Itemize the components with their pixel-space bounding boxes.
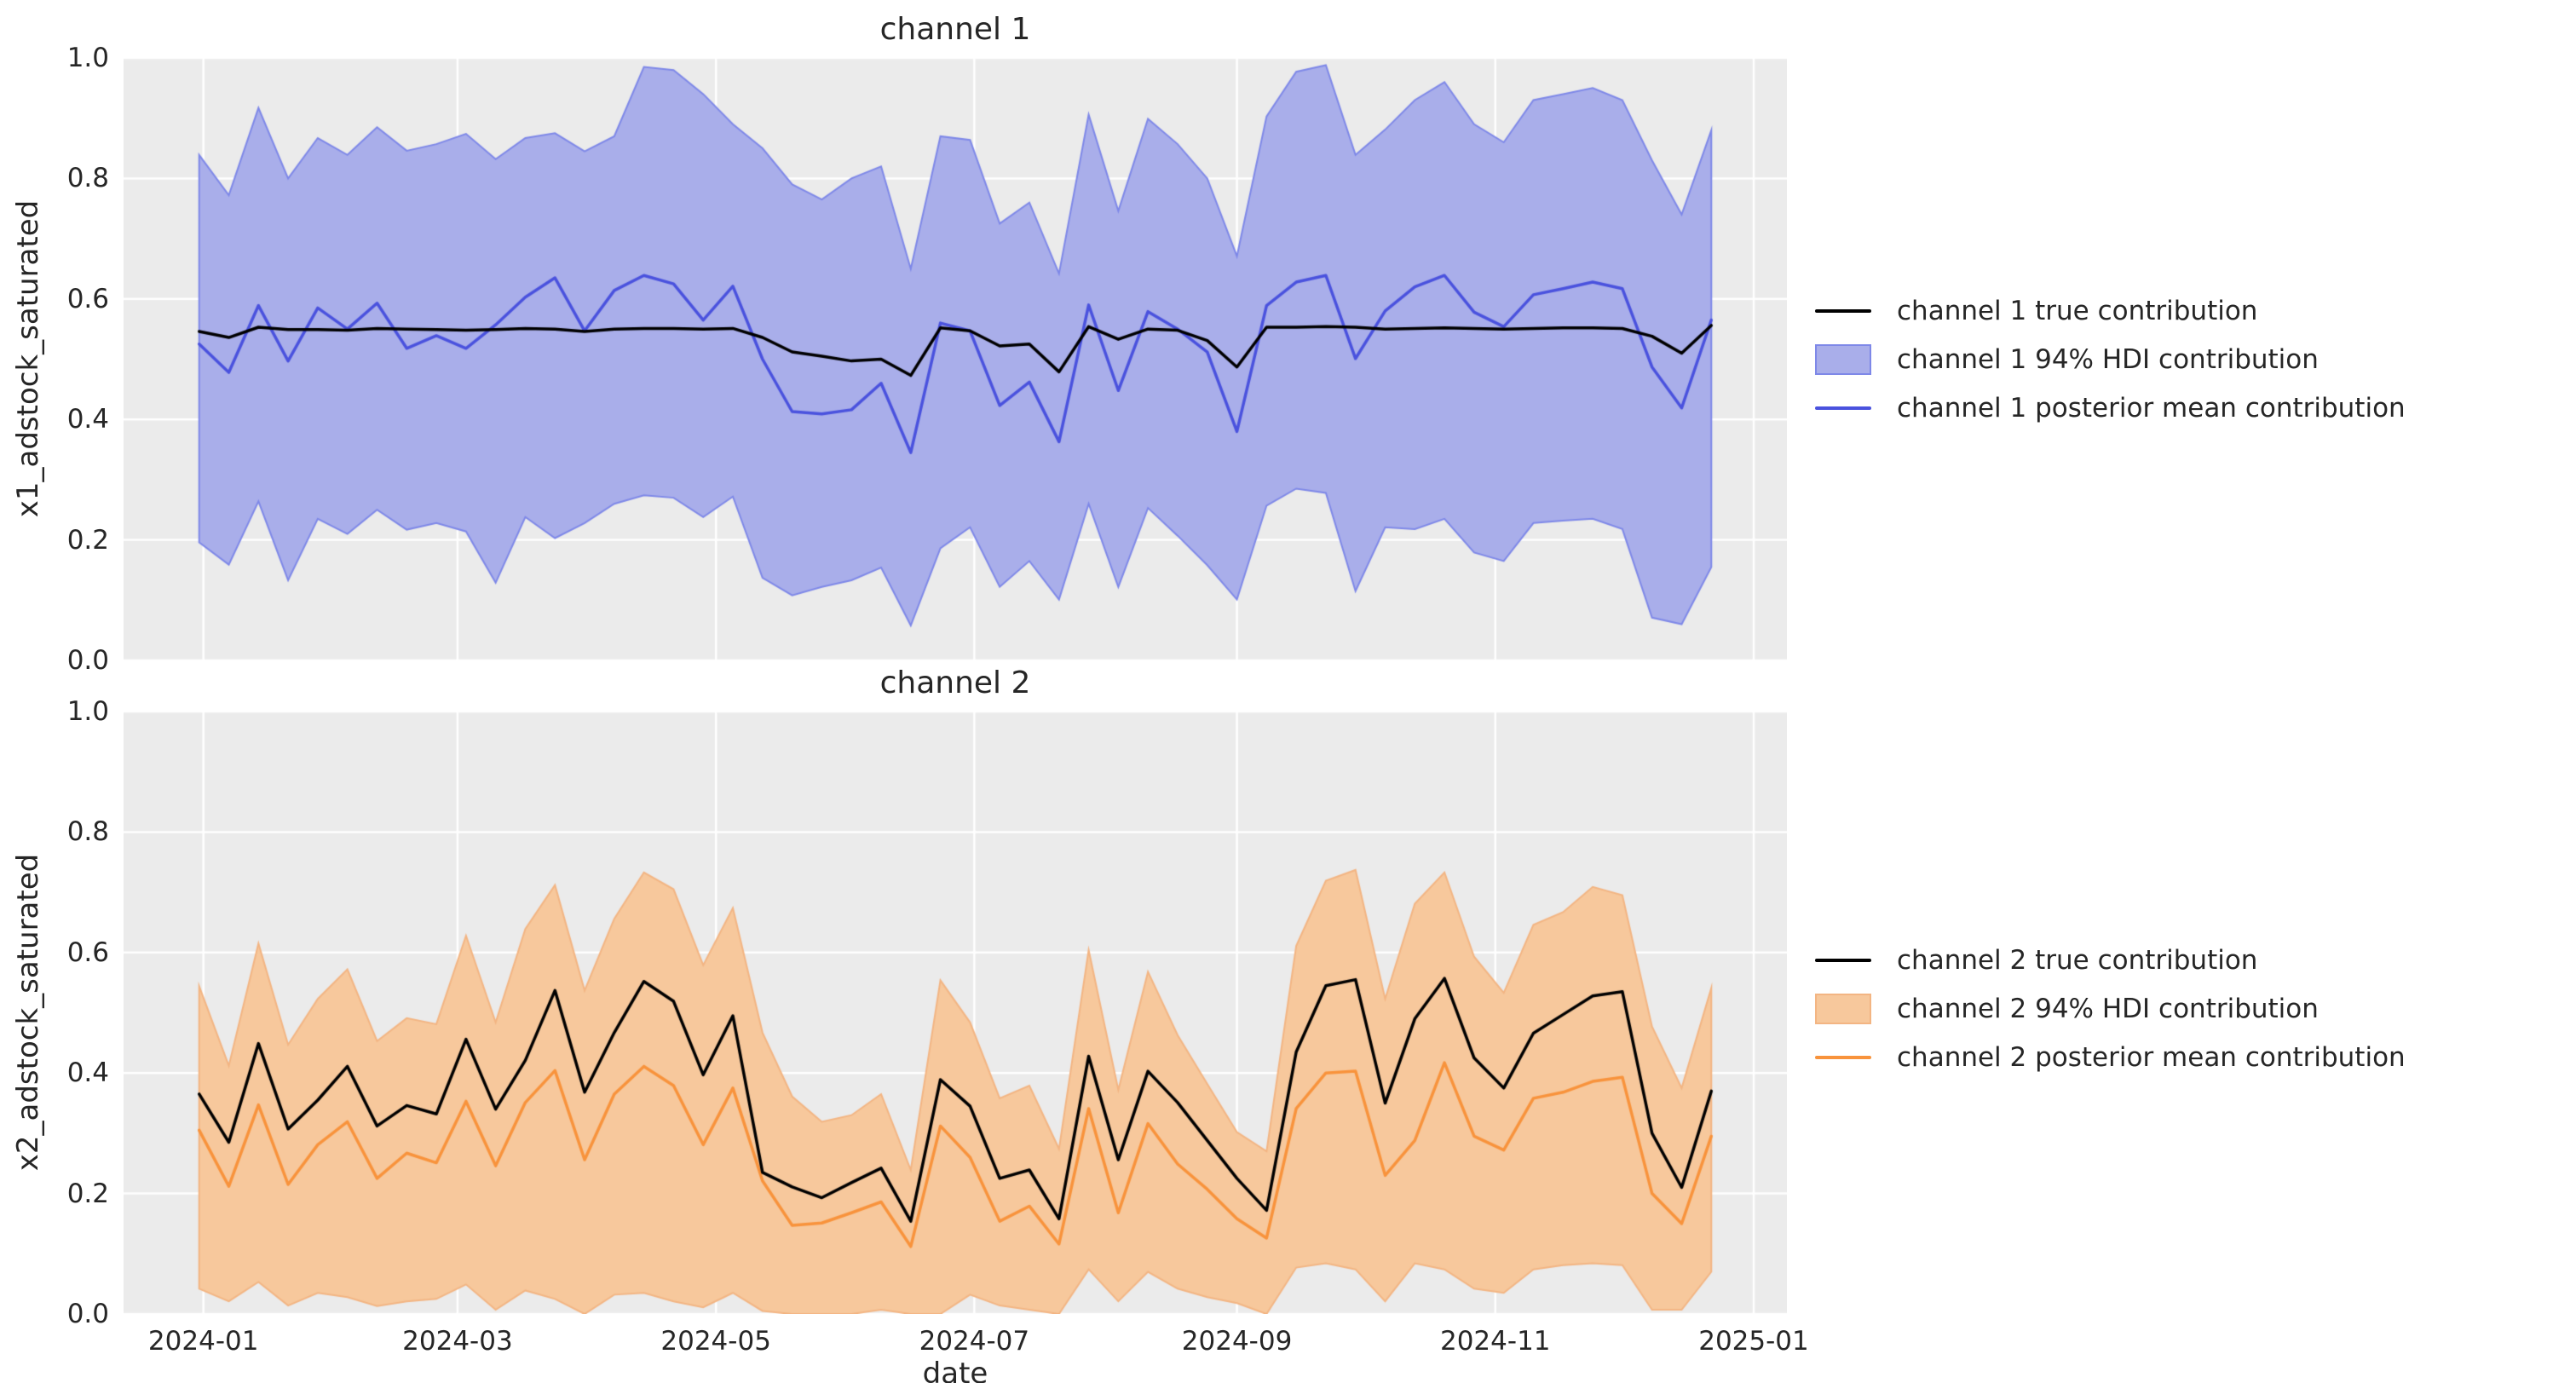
chart2-title: channel 2 — [879, 666, 1031, 700]
y-tick-label: 0.8 — [66, 163, 109, 194]
chart1-y-axis-label: x1_adstock_saturated — [11, 199, 45, 518]
y-tick-label: 0.4 — [66, 404, 109, 435]
posterior-mean-line-sample-icon — [1815, 406, 1871, 410]
legend-label: channel 1 94% HDI contribution — [1897, 343, 2319, 375]
chart1-plot-area — [124, 58, 1787, 660]
x-tick-label: 2024-01 — [147, 1326, 259, 1357]
y-tick-label: 1.0 — [66, 43, 109, 73]
x-tick-label: 2024-09 — [1181, 1326, 1293, 1357]
hdi-patch-sample-icon — [1815, 993, 1871, 1024]
chart1-legend: channel 1 true contribution channel 1 94… — [1815, 286, 2406, 432]
chart2-y-axis-label: x2_adstock_saturated — [11, 853, 45, 1172]
chart1-title: channel 1 — [879, 12, 1031, 47]
legend-label: channel 2 true contribution — [1897, 944, 2258, 976]
true-line-sample-icon — [1815, 308, 1871, 313]
y-tick-label: 0.4 — [66, 1057, 109, 1089]
y-tick-label: 0.6 — [66, 283, 109, 314]
legend-label: channel 1 true contribution — [1897, 295, 2258, 326]
posterior-mean-line-sample-icon — [1815, 1055, 1871, 1059]
legend-item: channel 2 posterior mean contribution — [1815, 1033, 2406, 1081]
legend-item: channel 2 94% HDI contribution — [1815, 984, 2406, 1033]
x-axis-label: date — [922, 1357, 988, 1383]
chart2-legend: channel 2 true contribution channel 2 94… — [1815, 936, 2406, 1081]
x-tick-label: 2024-05 — [660, 1326, 771, 1357]
x-tick-label: 2025-01 — [1698, 1326, 1809, 1357]
y-tick-label: 0.0 — [66, 645, 109, 676]
y-tick-label: 0.6 — [66, 936, 109, 968]
legend-item: channel 1 posterior mean contribution — [1815, 383, 2406, 432]
legend-label: channel 2 94% HDI contribution — [1897, 993, 2319, 1024]
legend-label: channel 2 posterior mean contribution — [1897, 1041, 2406, 1073]
y-tick-label: 1.0 — [66, 696, 109, 727]
x-tick-label: 2024-11 — [1439, 1326, 1551, 1357]
legend-label: channel 1 posterior mean contribution — [1897, 392, 2406, 424]
x-tick-label: 2024-07 — [919, 1326, 1030, 1357]
y-tick-label: 0.8 — [66, 816, 109, 848]
y-tick-label: 0.0 — [66, 1299, 109, 1329]
y-tick-label: 0.2 — [66, 524, 109, 556]
legend-item: channel 1 94% HDI contribution — [1815, 335, 2406, 383]
legend-item: channel 1 true contribution — [1815, 286, 2406, 335]
chart2-plot-area — [124, 712, 1787, 1314]
y-tick-label: 0.2 — [66, 1178, 109, 1209]
hdi-patch-sample-icon — [1815, 343, 1871, 375]
true-line-sample-icon — [1815, 958, 1871, 962]
x-tick-label: 2024-03 — [402, 1326, 513, 1357]
legend-item: channel 2 true contribution — [1815, 936, 2406, 984]
